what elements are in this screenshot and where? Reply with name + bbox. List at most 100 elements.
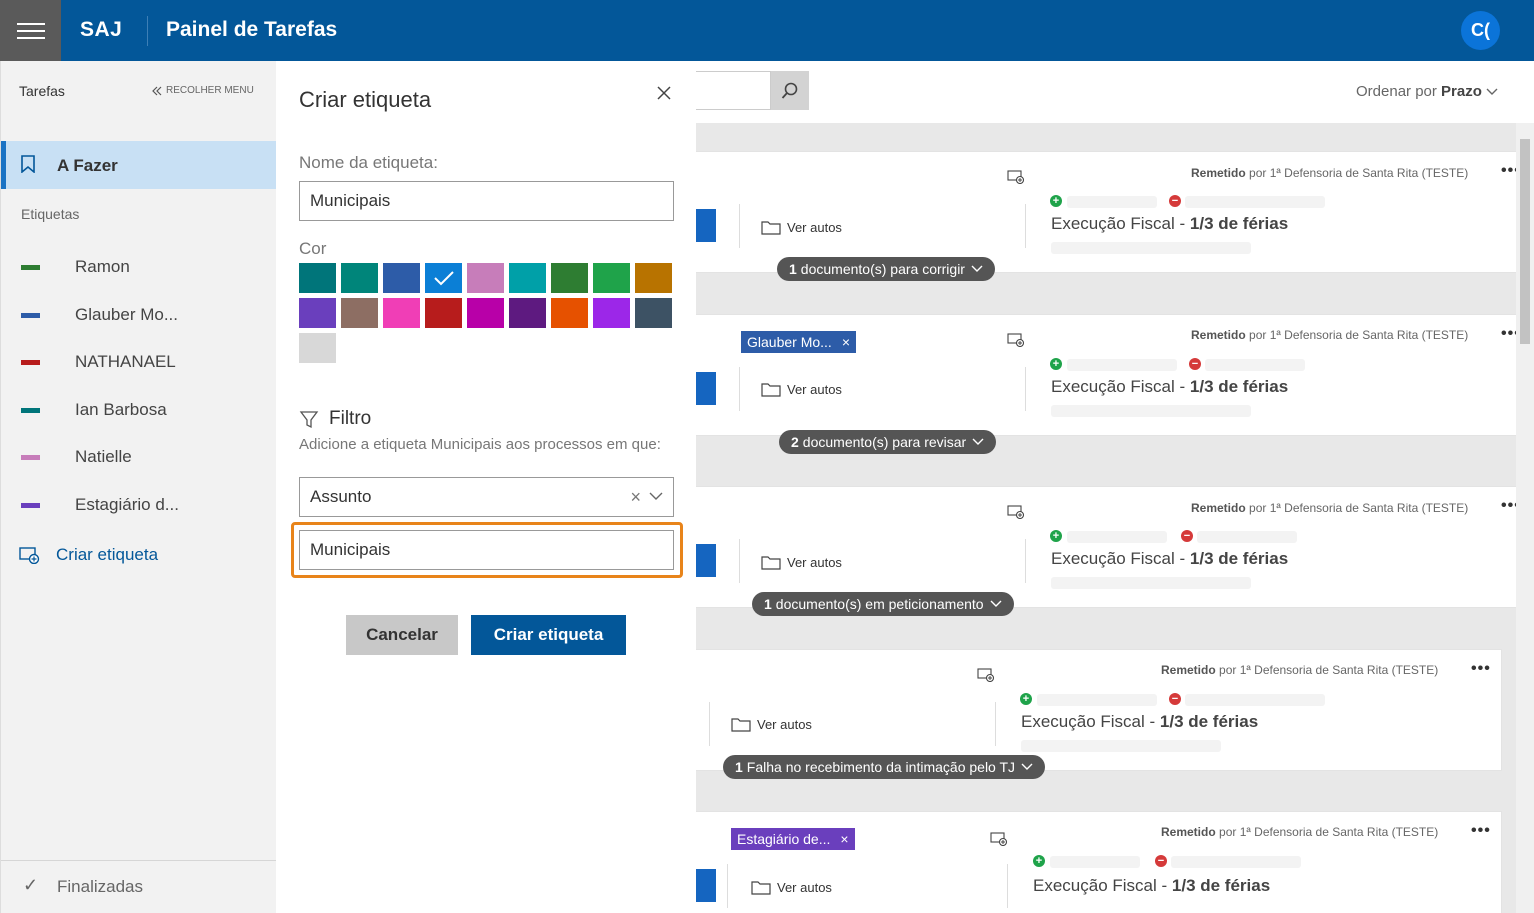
menu-icon[interactable] bbox=[0, 0, 61, 61]
task-card[interactable]: Remetido por 1ª Defensoria de Santa Rita… bbox=[696, 151, 1521, 273]
redacted-number bbox=[1051, 242, 1251, 254]
remetido-label: Remetido bbox=[1191, 501, 1246, 515]
sidebar-title: Tarefas bbox=[19, 83, 65, 99]
color-swatch[interactable] bbox=[635, 298, 672, 328]
task-card[interactable]: Remetido por 1ª Defensoria de Santa Rita… bbox=[696, 486, 1521, 608]
folder-icon bbox=[761, 221, 781, 235]
more-options-icon[interactable]: ••• bbox=[1501, 162, 1521, 179]
collapse-menu-button[interactable]: RECOLHER MENU bbox=[151, 85, 254, 96]
add-label-icon[interactable] bbox=[1007, 333, 1025, 347]
sidebar-tag-nathanael[interactable]: NATHANAEL bbox=[1, 342, 277, 382]
create-label-button[interactable]: Criar etiqueta bbox=[471, 615, 626, 655]
color-swatch[interactable] bbox=[383, 298, 420, 328]
more-options-icon[interactable]: ••• bbox=[1501, 325, 1521, 342]
assigned-label-badge[interactable]: Estagiário de... × bbox=[731, 828, 855, 850]
more-options-icon[interactable]: ••• bbox=[1471, 660, 1491, 677]
sidebar-tag-ramon[interactable]: Ramon bbox=[1, 247, 277, 287]
color-swatch[interactable] bbox=[299, 263, 336, 293]
add-label-icon[interactable] bbox=[1007, 170, 1025, 184]
color-swatch[interactable] bbox=[593, 263, 630, 293]
badge-label: Estagiário de... bbox=[737, 831, 831, 847]
task-card[interactable]: Remetido por 1ª Defensoria de Santa Rita… bbox=[696, 649, 1502, 771]
remove-label-icon[interactable]: × bbox=[840, 831, 849, 847]
chevron-down-icon[interactable] bbox=[649, 491, 663, 501]
remetido-by: por 1ª Defensoria de Santa Rita (TESTE) bbox=[1249, 166, 1469, 180]
sidebar-tag-ian-barbosa[interactable]: Ian Barbosa bbox=[1, 390, 277, 430]
more-options-icon[interactable]: ••• bbox=[1471, 822, 1491, 839]
documents-pill[interactable]: 1 documento(s) para corrigir bbox=[777, 257, 995, 281]
color-swatch[interactable] bbox=[509, 263, 546, 293]
color-swatch[interactable] bbox=[383, 263, 420, 293]
remetido-label: Remetido bbox=[1161, 825, 1216, 839]
filter-field-select[interactable]: Assunto × bbox=[299, 477, 674, 517]
case-class-name: Execução Fiscal bbox=[1021, 712, 1145, 731]
remetido-info: Remetido por 1ª Defensoria de Santa Rita… bbox=[1191, 166, 1468, 180]
ver-autos-link[interactable]: Ver autos bbox=[761, 220, 842, 235]
ver-autos-link[interactable]: Ver autos bbox=[761, 555, 842, 570]
sidebar-create-label-button[interactable]: Criar etiqueta bbox=[19, 545, 158, 565]
color-swatch[interactable] bbox=[341, 263, 378, 293]
add-label-icon[interactable] bbox=[990, 832, 1008, 846]
color-swatch[interactable] bbox=[341, 298, 378, 328]
ver-autos-label: Ver autos bbox=[757, 717, 812, 732]
cancel-button[interactable]: Cancelar bbox=[346, 615, 458, 655]
add-label-icon[interactable] bbox=[1007, 505, 1025, 519]
search-input[interactable] bbox=[696, 71, 771, 110]
color-swatch[interactable] bbox=[593, 298, 630, 328]
documents-pill[interactable]: 1 Falha no recebimento da intimação pelo … bbox=[723, 755, 1046, 779]
color-swatch[interactable] bbox=[509, 298, 546, 328]
color-swatch[interactable] bbox=[299, 298, 336, 328]
pill-text: documento(s) em peticionamento bbox=[775, 596, 984, 612]
close-icon[interactable] bbox=[654, 83, 674, 103]
filter-icon bbox=[299, 411, 319, 429]
documents-pill[interactable]: 1 documento(s) em peticionamento bbox=[752, 592, 1014, 616]
sidebar-tag-glauber[interactable]: Glauber Mo... bbox=[1, 295, 277, 335]
color-swatch[interactable] bbox=[425, 298, 462, 328]
vertical-scrollbar[interactable] bbox=[1516, 123, 1534, 913]
clear-icon[interactable]: × bbox=[630, 487, 641, 507]
color-swatch[interactable] bbox=[551, 298, 588, 328]
case-class: Execução Fiscal - 1/3 de férias bbox=[1051, 377, 1288, 397]
expand-button[interactable] bbox=[696, 372, 716, 405]
sidebar-tag-natielle[interactable]: Natielle bbox=[1, 437, 277, 477]
color-swatch[interactable] bbox=[467, 298, 504, 328]
order-by-dropdown[interactable]: Ordenar por Prazo bbox=[1356, 83, 1498, 100]
sidebar-item-finalizadas[interactable]: ✓ Finalizadas bbox=[1, 860, 277, 913]
divider bbox=[1025, 367, 1026, 411]
color-swatch[interactable] bbox=[551, 263, 588, 293]
remove-label-icon[interactable]: × bbox=[841, 334, 851, 350]
expand-button[interactable] bbox=[696, 544, 716, 577]
color-swatch[interactable] bbox=[425, 263, 462, 293]
task-card[interactable]: Glauber Mo... × Remetido por 1ª Defensori… bbox=[696, 314, 1521, 436]
app-brand[interactable]: SAJ bbox=[80, 18, 123, 41]
ver-autos-link[interactable]: Ver autos bbox=[761, 382, 842, 397]
check-icon bbox=[434, 271, 454, 286]
remetido-label: Remetido bbox=[1161, 663, 1216, 677]
color-swatch[interactable] bbox=[467, 263, 504, 293]
ver-autos-link[interactable]: Ver autos bbox=[751, 880, 832, 895]
filter-value-input[interactable]: Municipais bbox=[299, 530, 674, 570]
expand-button[interactable] bbox=[696, 869, 716, 902]
label-name-caption: Nome da etiqueta: bbox=[299, 153, 438, 172]
more-options-icon[interactable]: ••• bbox=[1501, 497, 1521, 514]
user-avatar[interactable]: C( bbox=[1461, 11, 1500, 50]
ver-autos-link[interactable]: Ver autos bbox=[731, 717, 812, 732]
plus-status-icon: + bbox=[1033, 855, 1045, 867]
color-swatch[interactable] bbox=[635, 263, 672, 293]
assigned-label-badge[interactable]: Glauber Mo... × bbox=[741, 331, 857, 353]
remetido-by: por 1ª Defensoria de Santa Rita (TESTE) bbox=[1219, 663, 1439, 677]
documents-pill[interactable]: 2 documento(s) para revisar bbox=[779, 430, 997, 454]
add-label-icon[interactable] bbox=[977, 668, 995, 682]
sidebar-tag-estagiario[interactable]: Estagiário d... bbox=[1, 485, 277, 525]
search-button[interactable] bbox=[771, 71, 809, 110]
scrollbar-thumb[interactable] bbox=[1520, 139, 1530, 344]
color-swatch[interactable] bbox=[299, 333, 336, 363]
sidebar-item-a-fazer[interactable]: A Fazer bbox=[1, 141, 277, 189]
badge-label: Glauber Mo... bbox=[747, 334, 832, 350]
label-name-input[interactable]: Municipais bbox=[299, 181, 674, 221]
plus-status-icon: + bbox=[1050, 358, 1062, 370]
redacted-number bbox=[1021, 740, 1221, 752]
expand-button[interactable] bbox=[696, 209, 716, 242]
task-card[interactable]: Estagiário de... × Remetido por 1ª Defens… bbox=[696, 811, 1502, 913]
folder-icon bbox=[751, 881, 771, 895]
